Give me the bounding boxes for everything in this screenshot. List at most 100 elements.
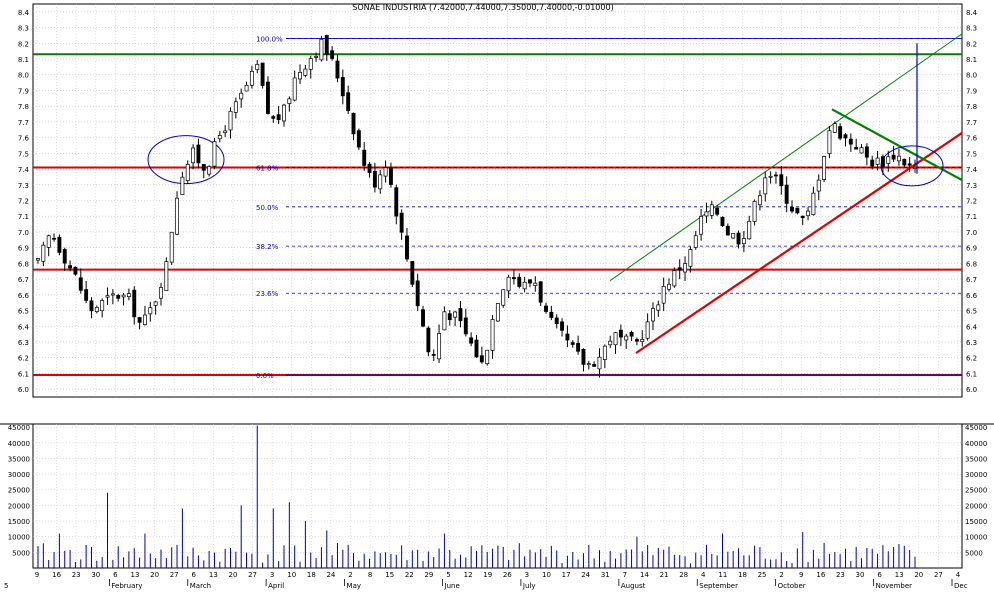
support-trendline [635, 131, 963, 354]
candle-body [159, 287, 163, 299]
candle-body [891, 154, 896, 160]
y-tick-label-right: 6.0 [966, 386, 977, 394]
candle-body [517, 276, 522, 287]
volume-tick-label-left: 45000 [8, 424, 30, 432]
x-day-label: 18 [307, 571, 316, 579]
candle-body [843, 134, 848, 139]
y-tick-label-right: 7.1 [966, 213, 977, 221]
candle-body [645, 321, 650, 339]
candle-body [372, 170, 377, 188]
candle-body [383, 167, 388, 177]
candle-body [800, 215, 805, 219]
candle-body [405, 235, 409, 260]
x-day-label: 13 [131, 571, 140, 579]
candle-body [469, 337, 474, 344]
x-month-label: October [778, 582, 806, 590]
candle-body [747, 220, 752, 240]
candle-body [693, 235, 698, 248]
volume-tick-label-right: 5000 [965, 549, 983, 557]
candle-body [870, 159, 875, 167]
candle-body [592, 364, 597, 367]
candle-body [661, 286, 666, 304]
y-tick-label-left: 6.8 [18, 260, 29, 268]
y-tick-label-right: 6.8 [966, 260, 977, 268]
x-day-label: 6 [113, 571, 118, 579]
x-day-label: 2 [779, 571, 783, 579]
volume-tick-label-right: 15000 [965, 518, 987, 526]
x-day-label: 13 [209, 571, 218, 579]
candle-body [415, 280, 420, 307]
candle-body [442, 311, 447, 331]
y-tick-label-left: 6.1 [18, 370, 29, 378]
candle-body [105, 295, 110, 298]
candle-body [282, 104, 286, 122]
y-tick-label-left: 7.2 [18, 198, 29, 206]
volume-tick-label-left: 30000 [8, 471, 30, 479]
x-day-label: 8 [368, 571, 372, 579]
candle-body [549, 311, 554, 318]
candle-body [522, 281, 527, 290]
x-day-label: 4 [701, 571, 706, 579]
candle-body [806, 210, 810, 217]
candle-body [667, 283, 671, 290]
x-month-label: May [347, 582, 361, 590]
candle-body [608, 340, 613, 346]
y-tick-label-left: 7.8 [18, 103, 29, 111]
candle-body [832, 123, 837, 133]
chart-title: SONAE INDUSTRIA (7.42000,7.44000,7.35000… [352, 3, 613, 12]
candle-body [185, 164, 190, 181]
x-day-label: 9 [799, 571, 803, 579]
y-tick-label-left: 7.5 [18, 150, 29, 158]
downtrend-line [831, 108, 963, 182]
x-day-label: 6 [192, 571, 197, 579]
x-day-label: 17 [562, 571, 571, 579]
candle-body [164, 261, 169, 292]
candle-body [779, 174, 784, 187]
candle-body [474, 339, 479, 358]
candle-body [907, 163, 912, 166]
y-tick-label-left: 6.3 [18, 339, 29, 347]
y-tick-label-right: 6.4 [966, 323, 978, 331]
x-day-label: 20 [150, 571, 159, 579]
x-day-label: 21 [660, 571, 669, 579]
candle-body [752, 201, 757, 222]
candle-body [126, 293, 131, 297]
candle-body [656, 304, 661, 311]
y-tick-label-right: 7.9 [966, 87, 977, 95]
candle-body [618, 329, 623, 338]
x-day-label: 18 [738, 571, 747, 579]
candle-body [795, 207, 800, 214]
volume-tick-label-left: 25000 [8, 487, 30, 495]
candle-body [757, 195, 762, 206]
x-day-label: 28 [679, 571, 688, 579]
volume-tick-label-left: 35000 [8, 455, 30, 463]
candle-body [153, 301, 158, 306]
x-month-label: February [111, 582, 142, 590]
y-tick-label-right: 6.2 [966, 355, 977, 363]
x-day-label: 24 [326, 571, 335, 579]
x-month-label: September [699, 582, 738, 590]
candle-body [533, 282, 538, 286]
x-day-label: 30 [91, 571, 100, 579]
candle-body [715, 207, 720, 215]
candle-body [292, 77, 297, 101]
candle-body [634, 339, 639, 342]
y-tick-label-right: 7.0 [966, 229, 977, 237]
x-day-label: 11 [718, 571, 727, 579]
candle-body [207, 166, 212, 175]
candle-body [827, 130, 832, 155]
candle-body [458, 308, 463, 322]
x-day-label: 27 [934, 571, 943, 579]
y-tick-label-left: 7.4 [18, 166, 30, 174]
y-tick-label-right: 7.7 [966, 119, 977, 127]
candle-body [447, 313, 452, 321]
y-tick-label-right: 7.6 [966, 135, 978, 143]
x-day-label: 23 [836, 571, 845, 579]
x-month-label: July [522, 582, 536, 590]
candle-body [897, 155, 901, 162]
x-day-label: 2 [348, 571, 352, 579]
candle-body [437, 333, 442, 360]
candle-body [346, 92, 351, 111]
candle-body [84, 289, 89, 301]
candle-body [110, 293, 115, 296]
